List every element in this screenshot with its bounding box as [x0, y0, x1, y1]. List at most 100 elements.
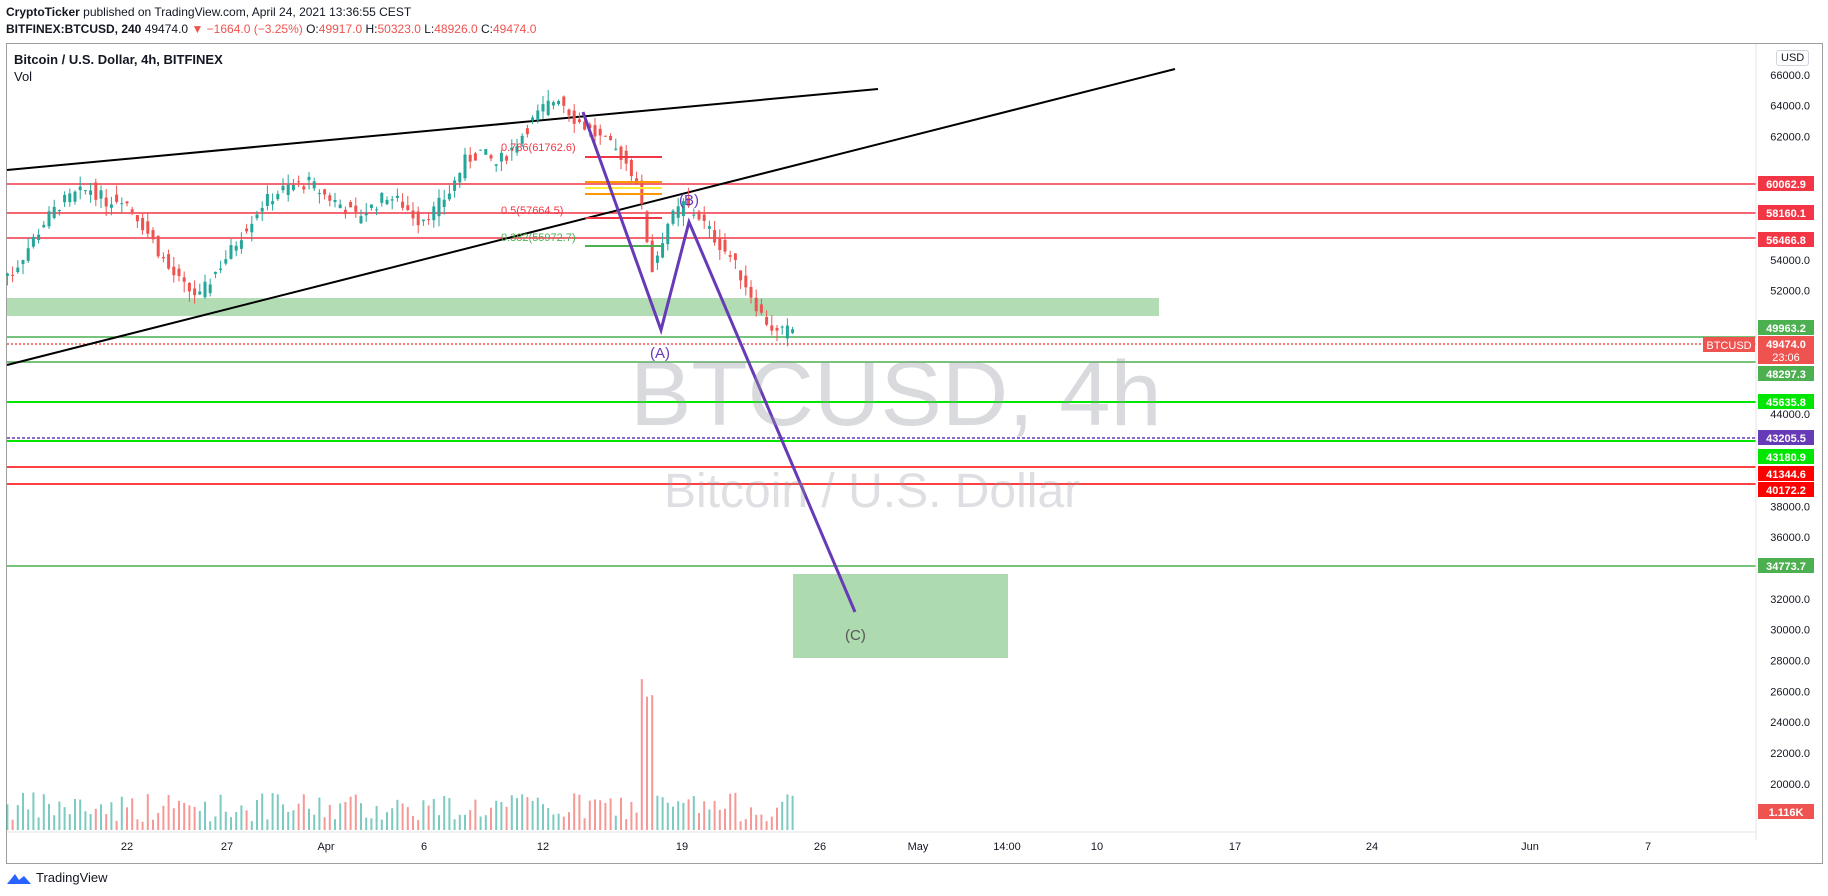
- volume-bar: [74, 799, 76, 830]
- volume-bar: [84, 811, 87, 830]
- last-price-tag-value: 49474.0: [1766, 339, 1806, 351]
- volume-bar: [666, 802, 669, 830]
- volume-bar: [526, 797, 529, 830]
- candle-body: [317, 192, 321, 194]
- volume-bar: [672, 806, 674, 830]
- volume-bar: [703, 801, 706, 830]
- wave-label: (A): [650, 345, 670, 362]
- volume-bar: [250, 821, 253, 830]
- candle-body: [260, 208, 264, 212]
- volume-bar: [365, 817, 368, 830]
- candle-body: [421, 219, 425, 222]
- volume-bar: [438, 815, 440, 830]
- volume-bar: [302, 794, 305, 830]
- candle-body: [224, 259, 228, 264]
- x-tick-label: 22: [121, 841, 133, 853]
- candle-body: [21, 260, 25, 265]
- volume-bar: [380, 819, 383, 830]
- volume-bar: [505, 806, 508, 830]
- candle-body: [286, 184, 290, 196]
- volume-bar: [360, 803, 362, 830]
- candle-body: [588, 124, 592, 129]
- volume-bar: [479, 816, 482, 830]
- price-tag-label: 40172.2: [1766, 485, 1806, 497]
- candle-body: [770, 325, 774, 331]
- price-level-tag: 60062.9: [1758, 176, 1814, 191]
- candle-body: [276, 193, 280, 200]
- candle-body: [536, 110, 540, 121]
- currency-button[interactable]: USD: [1776, 50, 1810, 66]
- y-tick-label: 44000.0: [1770, 409, 1810, 421]
- volume-bar: [417, 819, 420, 830]
- volume-bar: [136, 819, 139, 830]
- candle-body: [125, 201, 129, 204]
- candle-body: [203, 281, 207, 298]
- volume-bar: [178, 800, 180, 830]
- candle-body: [427, 219, 431, 221]
- volume-bar: [386, 812, 388, 830]
- volume-bar: [271, 793, 274, 830]
- candle-body: [167, 254, 171, 269]
- volume-bar: [204, 801, 206, 830]
- volume-bar: [448, 798, 451, 830]
- tradingview-logo-icon: [7, 873, 31, 884]
- candle-body: [390, 199, 394, 201]
- trendline-upper[interactable]: [6, 88, 879, 171]
- candle-body: [650, 240, 654, 273]
- candle-body: [531, 117, 535, 121]
- candle-body: [499, 152, 503, 162]
- candle-body: [671, 210, 675, 224]
- candle-body: [780, 326, 784, 328]
- volume-bar: [412, 815, 414, 830]
- volume-bar: [37, 817, 40, 830]
- candle-body: [489, 155, 493, 159]
- y-tick-label: 22000.0: [1770, 748, 1810, 760]
- candle-body: [255, 214, 259, 219]
- footer-brand[interactable]: TradingView: [6, 870, 108, 885]
- candle-body: [161, 257, 165, 259]
- elliott-wave-path[interactable]: [581, 111, 857, 613]
- watermark-name: Bitcoin / U.S. Dollar: [664, 465, 1080, 518]
- price-tag-background: [1758, 232, 1814, 247]
- volume-bar: [48, 803, 50, 830]
- chart-title: Bitcoin / U.S. Dollar, 4h, BITFINEX: [14, 52, 223, 67]
- price-tag-background: [1758, 394, 1814, 409]
- chart-frame: [6, 43, 1823, 864]
- candle-body: [723, 239, 727, 252]
- candle-body: [473, 153, 477, 161]
- volume-bar: [276, 794, 279, 830]
- price-level-tag: 48297.3: [1758, 366, 1814, 381]
- price-tag-background: [1758, 466, 1814, 481]
- support-zone: [7, 298, 1159, 316]
- candle-body: [369, 204, 373, 208]
- volume-bar: [235, 812, 238, 830]
- volume-bar: [729, 793, 732, 830]
- y-tick-label: 54000.0: [1770, 255, 1810, 267]
- candle-body: [234, 245, 238, 251]
- volume-bar: [198, 810, 201, 830]
- candle-body: [629, 159, 633, 177]
- volume-bar: [692, 796, 695, 830]
- brand-label: TradingView: [36, 870, 108, 885]
- volume-bar: [344, 801, 347, 830]
- y-tick-label: 20000.0: [1770, 779, 1810, 791]
- candle-body: [785, 325, 789, 339]
- candle-body: [42, 224, 46, 228]
- candle-body: [577, 119, 581, 123]
- volume-bar: [266, 819, 269, 830]
- x-tick-label: 24: [1366, 841, 1378, 853]
- x-tick-label: 10: [1091, 841, 1103, 853]
- last-price-tag-background: [1758, 336, 1814, 364]
- price-level-tag: 41344.6: [1758, 466, 1814, 481]
- candle-body: [525, 128, 529, 135]
- volume-bar: [604, 802, 607, 830]
- candle-body: [505, 156, 509, 161]
- price-level-tag: 45635.8: [1758, 394, 1814, 409]
- x-tick-label: Apr: [317, 841, 334, 853]
- y-tick-label: 30000.0: [1770, 625, 1810, 637]
- volume-bar: [240, 805, 243, 830]
- candle-body: [135, 214, 139, 222]
- volume-bar: [464, 814, 466, 830]
- candle-body: [666, 223, 670, 245]
